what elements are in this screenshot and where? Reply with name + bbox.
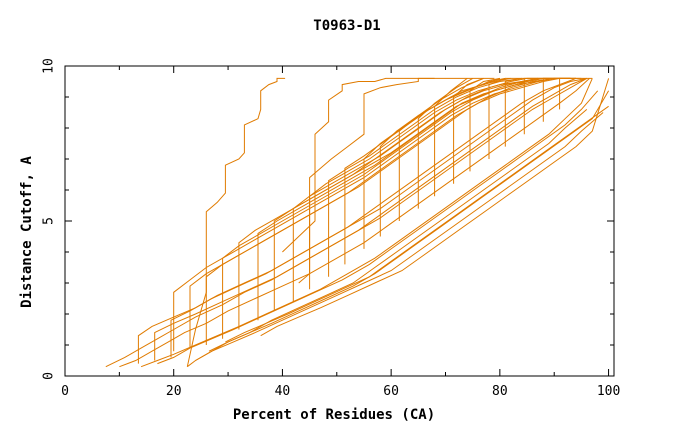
x-tick-label-0: 0 xyxy=(61,384,69,399)
series-line-13 xyxy=(208,90,610,352)
series-line-21 xyxy=(309,77,538,290)
series-line-22 xyxy=(328,77,522,277)
series-line-8 xyxy=(173,77,571,352)
series-line-1 xyxy=(105,77,588,368)
series-line-7 xyxy=(170,77,577,358)
x-axis-label: Percent of Residues (CA) xyxy=(233,407,435,423)
series-line-31 xyxy=(488,77,522,159)
y-tick-label-5: 5 xyxy=(42,217,57,225)
series-line-33 xyxy=(523,77,555,135)
series-line-6 xyxy=(157,90,599,365)
y-axis: 0 5 10 xyxy=(42,58,614,380)
series-line-27 xyxy=(417,77,473,209)
series-line-32 xyxy=(504,77,538,147)
series-line-35 xyxy=(559,77,593,110)
series-line-20 xyxy=(292,77,544,302)
series-line-19 xyxy=(273,77,555,311)
x-tick-label-100: 100 xyxy=(597,384,620,399)
series-line-3 xyxy=(137,77,587,364)
x-tick-label-60: 60 xyxy=(383,384,399,399)
series-line-10 xyxy=(189,77,582,349)
chart-title: T0963-D1 xyxy=(313,18,380,34)
y-tick-label-0: 0 xyxy=(42,372,57,380)
y-axis-label: Distance Cutoff, A xyxy=(19,156,35,308)
series-line-25 xyxy=(379,77,501,237)
series-line-18 xyxy=(257,77,560,321)
x-tick-label-20: 20 xyxy=(166,384,182,399)
series-line-28 xyxy=(434,78,468,197)
series-line-17 xyxy=(260,78,610,337)
series-line-15 xyxy=(225,105,609,343)
series-line-9 xyxy=(186,112,604,368)
series-line-38 xyxy=(298,77,495,284)
series-line-29 xyxy=(453,77,484,184)
x-tick-label-40: 40 xyxy=(275,384,291,399)
series-line-30 xyxy=(469,77,500,172)
series-line-5 xyxy=(154,77,587,361)
series-line-14 xyxy=(222,77,571,339)
series-layer xyxy=(105,77,610,368)
series-line-16 xyxy=(238,77,571,330)
x-axis: 0 20 40 60 80 100 xyxy=(61,66,620,399)
series-line-37 xyxy=(282,77,435,253)
series-line-36 xyxy=(186,77,286,367)
x-tick-label-80: 80 xyxy=(492,384,508,399)
y-tick-label-10: 10 xyxy=(42,58,57,74)
series-line-12 xyxy=(205,77,576,345)
